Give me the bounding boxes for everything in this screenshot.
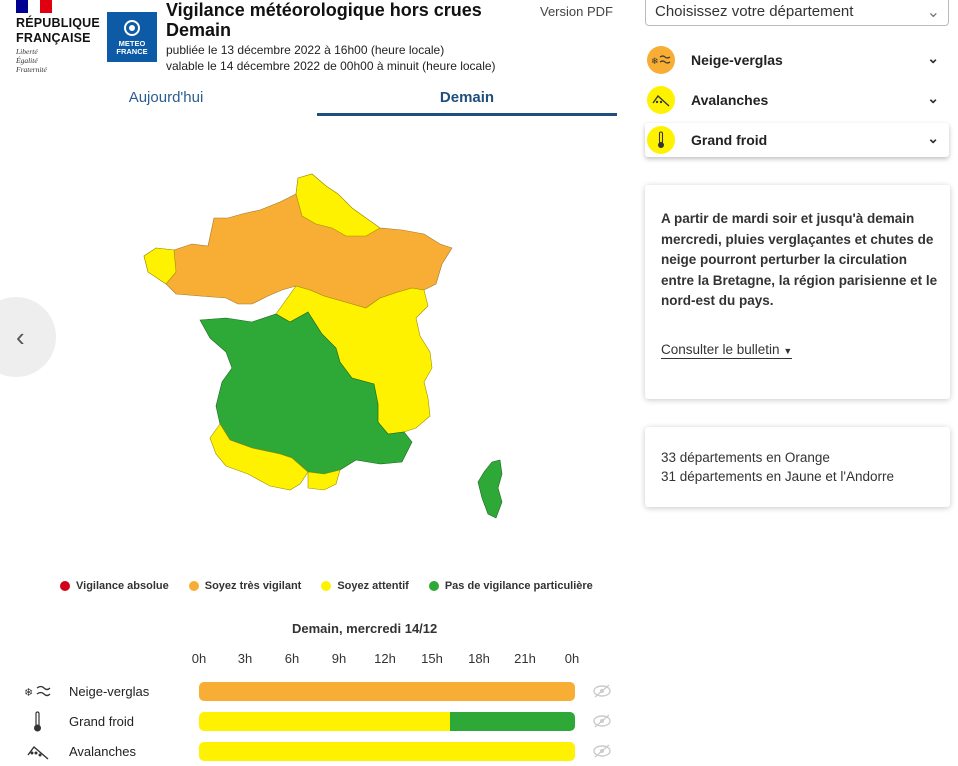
hour-tick: 12h bbox=[374, 651, 396, 666]
rf-line-1: RÉPUBLIQUE bbox=[16, 16, 100, 30]
count-yellow: 31 départements en Jaune et l'Andorre bbox=[661, 469, 894, 484]
counts-card: 33 départements en Orange 31 département… bbox=[645, 427, 950, 507]
red-dot-icon bbox=[60, 581, 70, 591]
summary-text: A partir de mardi soir et jusqu'à demain… bbox=[661, 211, 938, 308]
chevron-down-icon: ⌄ bbox=[927, 130, 939, 146]
map-region-yellow-north[interactable] bbox=[295, 173, 381, 237]
avalanche-icon bbox=[22, 741, 52, 761]
timeline-row-label: Neige-verglas bbox=[69, 684, 150, 699]
legend-label: Vigilance absolue bbox=[76, 580, 169, 592]
published-date: publiée le 13 décembre 2022 à 16h00 (heu… bbox=[166, 43, 445, 57]
meteo-france-logo[interactable]: METEO FRANCE bbox=[107, 12, 157, 62]
map-region-corse[interactable] bbox=[477, 459, 503, 519]
legend-label: Soyez attentif bbox=[337, 580, 409, 592]
french-flag-icon bbox=[16, 0, 52, 13]
vigilance-map-france[interactable] bbox=[140, 172, 520, 522]
accordion-neige-verglas[interactable]: ❄ Neige-verglas ⌄ bbox=[645, 43, 949, 77]
accordion-avalanches[interactable]: Avalanches ⌄ bbox=[645, 83, 949, 117]
svg-text:❄: ❄ bbox=[651, 57, 659, 67]
map-region-yellow-bretagne[interactable] bbox=[143, 247, 177, 285]
eye-off-icon[interactable] bbox=[592, 714, 612, 728]
timeline-hours: 0h 3h 6h 9h 12h 15h 18h 21h 0h bbox=[188, 651, 588, 667]
map-legend: Vigilance absolue Soyez très vigilant So… bbox=[60, 580, 593, 592]
snow-ice-icon: ❄ bbox=[22, 682, 52, 702]
legend-item-yellow: Soyez attentif bbox=[321, 580, 409, 592]
republique-francaise-logo: RÉPUBLIQUE FRANÇAISE Liberté Égalité Fra… bbox=[16, 0, 100, 80]
eye-off-icon[interactable] bbox=[592, 744, 612, 758]
thermometer-icon bbox=[22, 711, 52, 732]
pdf-version-link[interactable]: Version PDF bbox=[540, 4, 613, 19]
avalanche-icon bbox=[647, 86, 675, 114]
page-subtitle: Demain bbox=[166, 20, 232, 40]
hour-tick: 21h bbox=[514, 651, 536, 666]
legend-label: Pas de vigilance particulière bbox=[444, 580, 593, 592]
consult-bulletin-label: Consulter le bulletin bbox=[661, 342, 780, 357]
count-orange: 33 départements en Orange bbox=[661, 450, 830, 465]
hour-tick: 18h bbox=[468, 651, 490, 666]
consult-bulletin-link[interactable]: Consulter le bulletin ▼ bbox=[661, 342, 793, 359]
chevron-down-icon: ⌄ bbox=[927, 90, 939, 106]
timeline-segment bbox=[199, 712, 450, 731]
caret-down-icon: ▼ bbox=[783, 346, 793, 356]
devise-egalite: Égalité bbox=[16, 56, 38, 65]
tab-tomorrow[interactable]: Demain bbox=[317, 86, 617, 116]
map-region-yellow-south[interactable] bbox=[307, 469, 341, 491]
hour-tick: 0h bbox=[191, 651, 207, 666]
department-select-value: Choisissez votre département bbox=[655, 3, 854, 20]
previous-day-button[interactable]: ‹ bbox=[0, 297, 56, 377]
devise-fraternite: Fraternité bbox=[16, 65, 47, 74]
thermometer-icon bbox=[647, 126, 675, 154]
devise-liberte: Liberté bbox=[16, 47, 38, 56]
logo-line-2: FRANCE bbox=[116, 47, 148, 56]
hour-tick: 0h bbox=[564, 651, 580, 666]
timeline-segment bbox=[449, 712, 575, 731]
legend-item-green: Pas de vigilance particulière bbox=[428, 580, 593, 592]
map-region-green-southwest[interactable] bbox=[199, 311, 413, 475]
accordion-label: Neige-verglas bbox=[691, 52, 783, 68]
validity-date: valable le 14 décembre 2022 de 00h00 à m… bbox=[166, 59, 496, 73]
snow-ice-icon: ❄ bbox=[647, 46, 675, 74]
accordion-label: Avalanches bbox=[691, 92, 769, 108]
tab-today[interactable]: Aujourd'hui bbox=[128, 89, 204, 106]
accordion-label: Grand froid bbox=[691, 132, 768, 148]
timeline-segment bbox=[199, 682, 575, 701]
chevron-down-icon: ⌄ bbox=[927, 50, 939, 66]
timeline-bar-avalanches[interactable] bbox=[199, 742, 575, 761]
timeline-row-label: Grand froid bbox=[69, 714, 135, 729]
chevron-down-icon: ⌄ bbox=[926, 4, 940, 21]
hour-tick: 3h bbox=[237, 651, 253, 666]
svg-text:❄: ❄ bbox=[24, 686, 33, 699]
hour-tick: 9h bbox=[331, 651, 347, 666]
legend-label: Soyez très vigilant bbox=[204, 580, 302, 592]
legend-item-orange: Soyez très vigilant bbox=[188, 580, 302, 592]
map-region-yellow-southwest[interactable] bbox=[209, 423, 309, 491]
rf-line-2: FRANÇAISE bbox=[16, 31, 91, 45]
department-select[interactable]: Choisissez votre département ⌄ bbox=[645, 0, 949, 26]
hour-tick: 15h bbox=[421, 651, 443, 666]
accordion-grand-froid[interactable]: Grand froid ⌄ bbox=[645, 123, 949, 157]
legend-item-red: Vigilance absolue bbox=[60, 580, 169, 592]
timeline-bar-grand-froid[interactable] bbox=[199, 712, 575, 731]
eye-off-icon[interactable] bbox=[592, 684, 612, 698]
page-title: Vigilance météorologique hors crues bbox=[166, 0, 482, 20]
orange-dot-icon bbox=[188, 581, 199, 591]
timeline-row-label: Avalanches bbox=[69, 744, 136, 759]
green-dot-icon bbox=[428, 581, 439, 591]
hour-tick: 6h bbox=[284, 651, 300, 666]
yellow-dot-icon bbox=[321, 581, 332, 591]
chevron-left-icon: ‹ bbox=[16, 322, 25, 352]
logo-line-1: METEO bbox=[118, 39, 146, 48]
summary-card: A partir de mardi soir et jusqu'à demain… bbox=[645, 185, 950, 399]
timeline-day-label: Demain, mercredi 14/12 bbox=[292, 621, 438, 636]
timeline-segment bbox=[199, 742, 575, 761]
timeline-bar-neige-verglas[interactable] bbox=[199, 682, 575, 701]
